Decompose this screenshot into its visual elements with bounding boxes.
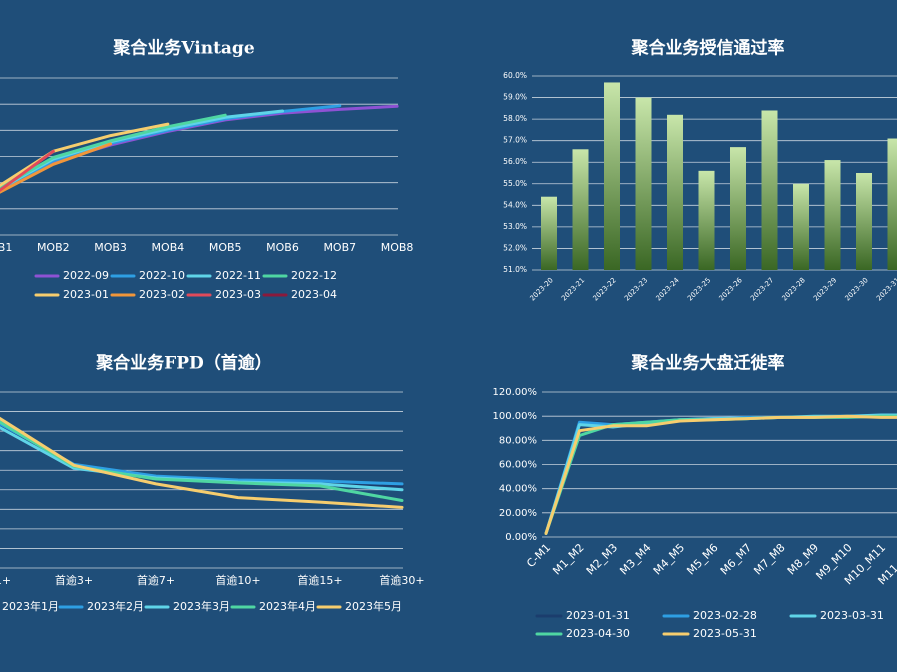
y-tick-label: 0.00% bbox=[505, 532, 537, 543]
bar bbox=[667, 114, 683, 270]
series-line bbox=[0, 416, 404, 509]
y-tick-label: 60.0% bbox=[503, 71, 527, 80]
bar bbox=[635, 97, 652, 270]
legend-label: 2023-01 bbox=[63, 288, 109, 301]
legend-label: 2023年3月 bbox=[173, 599, 230, 613]
series-line bbox=[0, 149, 55, 193]
y-tick-label: 51.0% bbox=[503, 265, 527, 274]
chart-title: 聚合业务Vintage bbox=[112, 38, 254, 59]
legend-label: 2023-03 bbox=[215, 288, 261, 301]
x-tick-label: MOB8 bbox=[381, 241, 414, 254]
y-tick-label: 56.0% bbox=[503, 157, 527, 166]
x-tick-label: 首逾3+ bbox=[55, 573, 93, 587]
x-tick-label: MOB4 bbox=[152, 241, 185, 254]
x-tick-label: MOB1 bbox=[0, 241, 12, 254]
legend-label: 2023年4月 bbox=[259, 599, 316, 613]
x-tick-label: 首逾1+ bbox=[0, 573, 11, 587]
series-line bbox=[0, 122, 170, 188]
bar bbox=[856, 173, 872, 270]
bar bbox=[824, 160, 841, 270]
legend-label: 2023年5月 bbox=[345, 599, 402, 613]
y-tick-label: 57.0% bbox=[503, 136, 527, 145]
legend-label: 2023年1月 bbox=[2, 599, 59, 613]
bar bbox=[604, 82, 620, 270]
y-tick-label: 54.0% bbox=[503, 200, 527, 209]
legend-label: 2023-02-28 bbox=[693, 609, 757, 622]
bar bbox=[698, 170, 715, 270]
bar bbox=[793, 183, 809, 270]
x-tick-label: MOB3 bbox=[94, 241, 127, 254]
legend-label: 2023-04-30 bbox=[566, 627, 630, 640]
legend-label: 2022-10 bbox=[139, 269, 185, 282]
y-tick-label: 60.00% bbox=[499, 460, 537, 471]
series-line bbox=[544, 414, 897, 535]
series-line bbox=[0, 113, 227, 190]
y-tick-label: 120.00% bbox=[493, 387, 538, 398]
x-tick-label: 首逾10+ bbox=[215, 573, 260, 587]
bar bbox=[761, 110, 778, 270]
legend-label: 2023-05-31 bbox=[693, 627, 757, 640]
legend-label: 2023-03-31 bbox=[820, 609, 884, 622]
legend-label: 2023年2月 bbox=[87, 599, 144, 613]
x-tick-label: MOB7 bbox=[323, 241, 356, 254]
y-tick-label: 59.0% bbox=[503, 93, 527, 102]
legend-label: 2023-04 bbox=[291, 288, 337, 301]
x-tick-label: MOB6 bbox=[266, 241, 299, 254]
chart-title: 聚合业务FPD（首逾） bbox=[95, 353, 272, 374]
y-tick-label: 100.00% bbox=[493, 411, 538, 422]
legend-label: 2022-09 bbox=[63, 269, 109, 282]
x-tick-label: 首逾15+ bbox=[297, 573, 342, 587]
legend-label: 2023-01-31 bbox=[566, 609, 630, 622]
y-tick-label: 80.00% bbox=[499, 435, 537, 446]
chart-title: 聚合业务授信通过率 bbox=[631, 38, 785, 59]
series-line bbox=[0, 142, 113, 194]
bar bbox=[730, 147, 746, 270]
y-tick-label: 58.0% bbox=[503, 114, 527, 123]
legend-label: 2022-12 bbox=[291, 269, 337, 282]
y-tick-label: 53.0% bbox=[503, 222, 527, 231]
x-tick-label: 首逾30+ bbox=[379, 573, 424, 587]
bar bbox=[541, 196, 557, 270]
legend-label: 2022-11 bbox=[215, 269, 261, 282]
chart-title: 聚合业务大盘迁徙率 bbox=[631, 353, 785, 374]
y-tick-label: 52.0% bbox=[503, 243, 527, 252]
legend-label: 2023-02 bbox=[139, 288, 185, 301]
y-tick-label: 40.00% bbox=[499, 484, 537, 495]
bar bbox=[887, 138, 897, 270]
x-tick-label: 首逾7+ bbox=[137, 573, 175, 587]
y-tick-label: 55.0% bbox=[503, 179, 527, 188]
x-tick-label: MOB2 bbox=[37, 241, 70, 254]
x-tick-label: MOB5 bbox=[209, 241, 242, 254]
bar bbox=[572, 149, 589, 270]
y-tick-label: 20.00% bbox=[499, 508, 537, 519]
